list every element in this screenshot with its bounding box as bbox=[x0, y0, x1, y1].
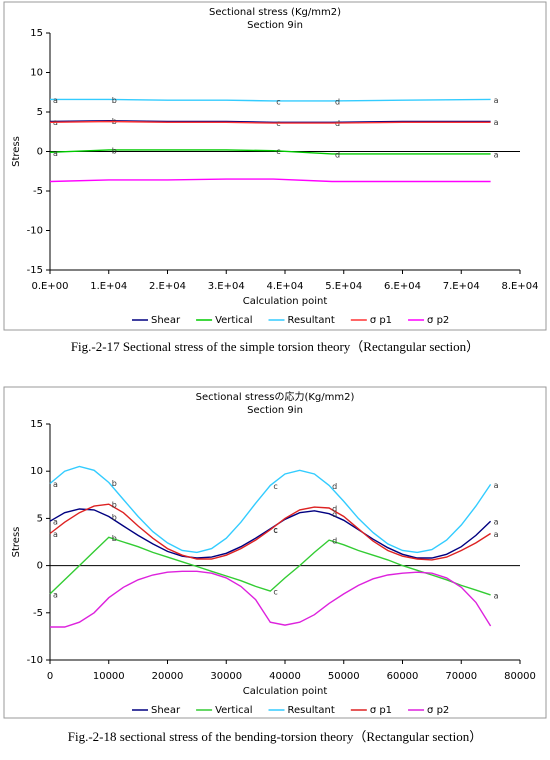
point-label: a bbox=[53, 96, 58, 105]
x-tick-label: 5.E+04 bbox=[325, 281, 362, 292]
point-label: d bbox=[332, 510, 337, 519]
legend-label: Vertical bbox=[215, 705, 252, 716]
point-label: a bbox=[53, 149, 58, 158]
legend-label: σ p2 bbox=[427, 705, 449, 716]
x-tick-label: 50000 bbox=[328, 671, 360, 682]
series-line bbox=[49, 536, 491, 596]
point-label: a bbox=[53, 530, 58, 539]
point-label: d bbox=[335, 150, 340, 159]
chart-title: Sectional stress (Kg/mm2) bbox=[209, 7, 341, 18]
point-label: d bbox=[335, 97, 340, 106]
point-label: b bbox=[112, 96, 117, 105]
y-tick-label: 15 bbox=[30, 419, 43, 430]
point-label: a bbox=[494, 118, 499, 127]
point-label: a bbox=[494, 518, 499, 527]
point-label: c bbox=[276, 147, 280, 156]
legend-label: Shear bbox=[151, 705, 181, 716]
point-label: d bbox=[332, 505, 337, 514]
x-tick-label: 0 bbox=[47, 671, 53, 682]
legend-label: Vertical bbox=[215, 315, 252, 326]
x-tick-label: 2.E+04 bbox=[149, 281, 186, 292]
point-label: c bbox=[273, 526, 277, 535]
point-label: b bbox=[112, 513, 117, 522]
point-label: c bbox=[273, 588, 277, 597]
series-line bbox=[49, 465, 492, 554]
x-tick-label: 60000 bbox=[387, 671, 419, 682]
y-tick-label: -10 bbox=[27, 226, 43, 237]
legend-label: Resultant bbox=[288, 705, 335, 716]
point-label: a bbox=[494, 591, 499, 600]
y-tick-label: 5 bbox=[37, 513, 43, 524]
point-label: a bbox=[494, 481, 499, 490]
x-tick-label: 1.E+04 bbox=[90, 281, 127, 292]
point-label: a bbox=[53, 518, 58, 527]
chart-subtitle: Section 9in bbox=[247, 405, 303, 416]
series-line bbox=[49, 119, 491, 123]
x-tick-label: 6.E+04 bbox=[384, 281, 421, 292]
y-tick-label: 0 bbox=[37, 147, 43, 158]
chart-title: Sectional stressの応力(Kg/mm2) bbox=[196, 390, 355, 403]
point-label: a bbox=[494, 150, 499, 159]
y-tick-label: 0 bbox=[37, 561, 43, 572]
x-tick-label: 70000 bbox=[445, 671, 477, 682]
y-tick-label: -10 bbox=[27, 655, 43, 666]
point-label: a bbox=[494, 96, 499, 105]
x-tick-label: 20000 bbox=[152, 671, 184, 682]
legend-label: Resultant bbox=[288, 315, 335, 326]
series-line bbox=[49, 508, 492, 559]
x-tick-label: 4.E+04 bbox=[267, 281, 304, 292]
x-tick-label: 80000 bbox=[504, 671, 536, 682]
chart-subtitle: Section 9in bbox=[247, 20, 303, 31]
x-tick-label: 30000 bbox=[210, 671, 242, 682]
caption: Fig.-2-17 Sectional stress of the simple… bbox=[71, 339, 479, 354]
y-tick-label: -5 bbox=[33, 608, 43, 619]
point-label: d bbox=[332, 482, 337, 491]
x-tick-label: 7.E+04 bbox=[443, 281, 480, 292]
point-label: a bbox=[53, 480, 58, 489]
point-label: d bbox=[332, 537, 337, 546]
y-tick-label: -15 bbox=[27, 265, 43, 276]
point-label: b bbox=[112, 534, 117, 543]
x-tick-label: 3.E+04 bbox=[208, 281, 245, 292]
legend-label: σ p1 bbox=[370, 315, 392, 326]
series-line bbox=[49, 503, 491, 561]
point-label: b bbox=[112, 501, 117, 510]
legend-label: σ p2 bbox=[427, 315, 449, 326]
y-axis-label: Stress bbox=[11, 136, 22, 167]
y-tick-label: 10 bbox=[30, 68, 43, 79]
series-line bbox=[49, 149, 491, 155]
point-label: c bbox=[273, 482, 277, 491]
point-label: b bbox=[112, 146, 117, 155]
y-axis-label: Stress bbox=[11, 527, 22, 558]
legend-label: Shear bbox=[151, 315, 181, 326]
y-tick-label: 10 bbox=[30, 466, 43, 477]
chart-frame bbox=[3, 386, 547, 719]
chart-frame bbox=[3, 1, 547, 331]
x-tick-label: 8.E+04 bbox=[502, 281, 539, 292]
x-tick-label: 0.E+00 bbox=[32, 281, 69, 292]
x-axis-label: Calculation point bbox=[243, 296, 328, 307]
x-axis-label: Calculation point bbox=[243, 686, 328, 697]
point-label: a bbox=[494, 530, 499, 539]
y-tick-label: -5 bbox=[33, 186, 43, 197]
x-tick-label: 40000 bbox=[269, 671, 301, 682]
point-label: b bbox=[112, 479, 117, 488]
series-line bbox=[49, 178, 491, 183]
legend-label: σ p1 bbox=[370, 705, 392, 716]
point-label: c bbox=[273, 525, 277, 534]
x-tick-label: 10000 bbox=[93, 671, 125, 682]
y-tick-label: 15 bbox=[30, 28, 43, 39]
series-line bbox=[49, 120, 491, 124]
point-label: c bbox=[276, 97, 280, 106]
caption: Fig.-2-18 sectional stress of the bendin… bbox=[68, 729, 482, 744]
point-label: a bbox=[53, 590, 58, 599]
y-tick-label: 5 bbox=[37, 107, 43, 118]
series-line bbox=[50, 570, 492, 628]
series-line bbox=[50, 98, 491, 102]
